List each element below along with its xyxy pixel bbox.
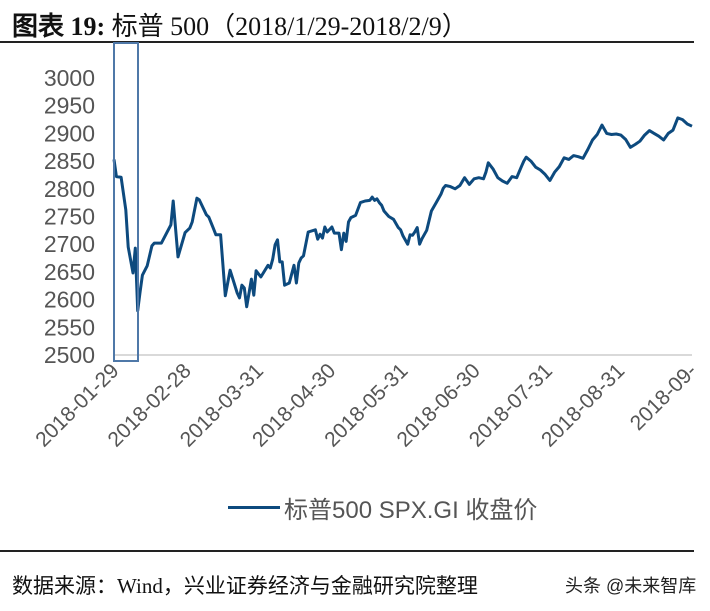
y-tick-label: 2900 [44,120,95,146]
legend: 标普500 SPX.GI 收盘价 [228,490,537,525]
line-chart: 3000295029002850280027502700265026002550… [31,42,702,451]
spx-close-line [112,116,693,313]
y-tick-label: 3000 [44,65,95,91]
y-tick-label: 2500 [44,342,95,368]
y-tick-label: 2750 [44,204,95,230]
bottom-divider [0,550,694,552]
legend-label: 标普500 SPX.GI 收盘价 [284,497,538,524]
y-tick-label: 2700 [44,231,95,257]
y-tick-label: 2950 [44,93,95,119]
y-tick-label: 2550 [44,314,95,340]
highlight-box [113,42,139,362]
x-tick-label: 2018-09- [626,359,702,435]
title-prefix: 图表 19: [12,12,106,41]
y-tick-label: 2650 [44,259,95,285]
source-note: 数据来源：Wind，兴业证券经济与金融研究院整理 [12,574,478,598]
chart-title: 图表 19: 标普 500（2018/1/29-2018/2/9） [12,6,468,43]
y-tick-label: 2850 [44,148,95,174]
title-text: 标普 500（2018/1/29-2018/2/9） [111,12,468,41]
top-divider [0,41,694,43]
y-axis: 3000295029002850280027502700265026002550… [44,65,95,368]
x-axis: 2018-01-292018-02-282018-03-312018-04-30… [31,359,701,451]
y-tick-label: 2600 [44,287,95,313]
y-tick-label: 2800 [44,176,95,202]
watermark: 头条 @未来智库 [565,576,697,596]
legend-swatch [228,506,280,509]
